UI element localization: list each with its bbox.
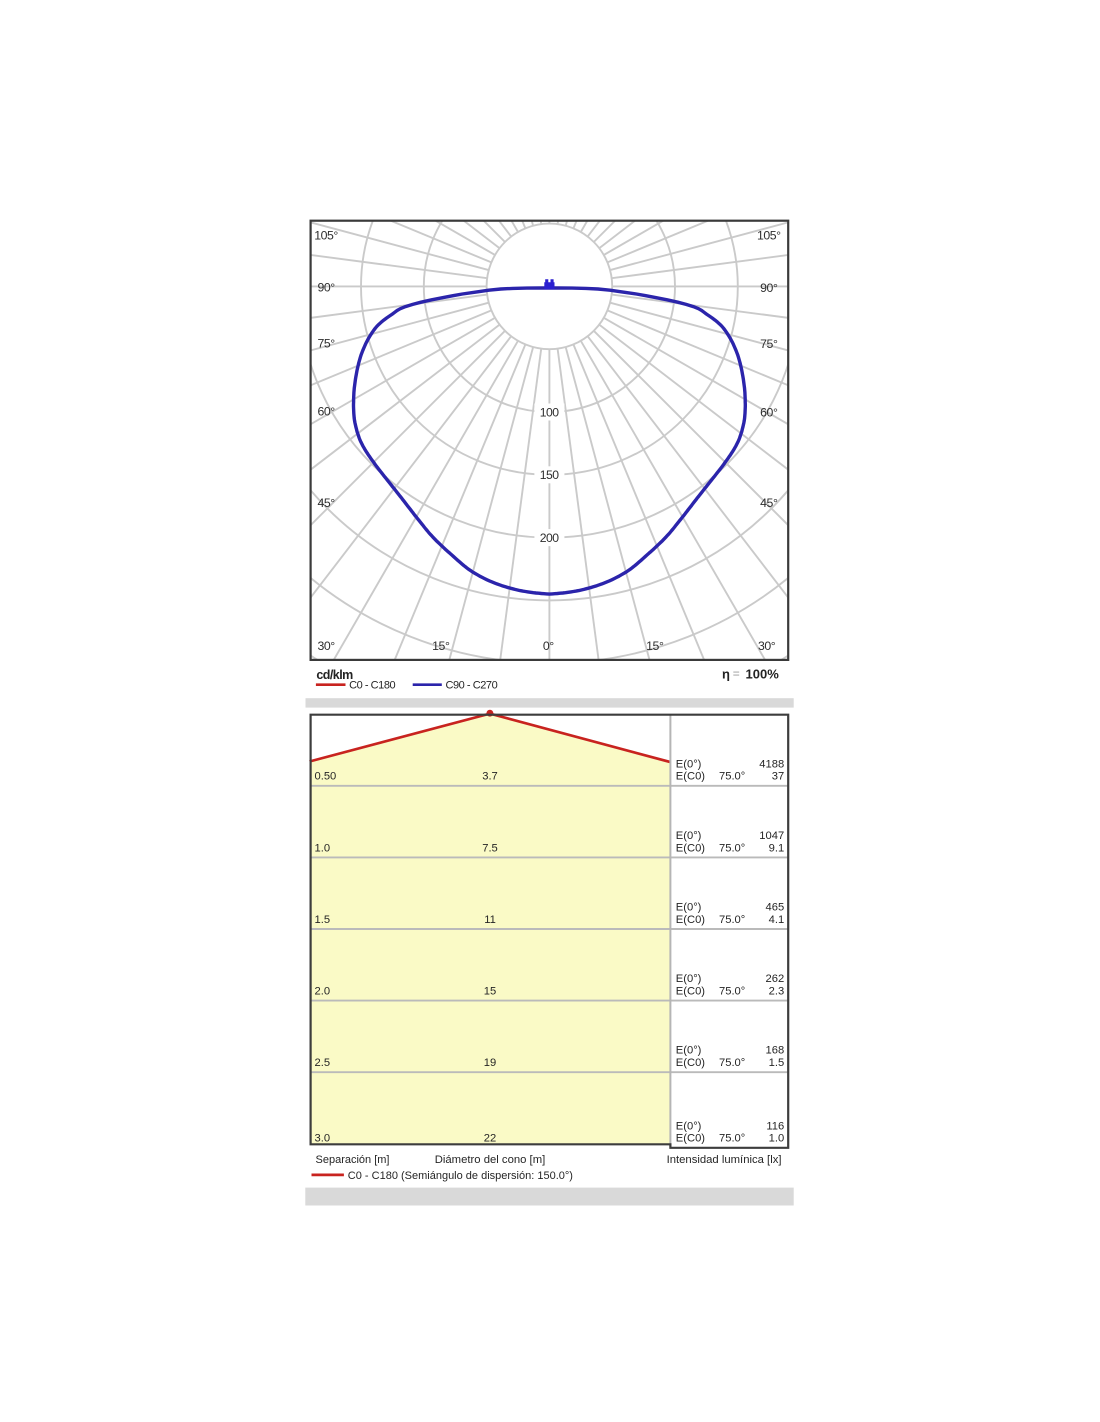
svg-text:45°: 45° — [760, 496, 778, 510]
svg-text:100%: 100% — [746, 666, 780, 681]
svg-text:C0 - C180 (Semiángulo de dispe: C0 - C180 (Semiángulo de dispersión: 150… — [348, 1170, 573, 1182]
svg-text:168: 168 — [766, 1045, 785, 1057]
svg-text:22: 22 — [484, 1133, 496, 1145]
svg-text:3.7: 3.7 — [482, 771, 498, 783]
svg-text:1047: 1047 — [759, 830, 784, 842]
svg-text:75.0°: 75.0° — [719, 1057, 745, 1069]
svg-text:90°: 90° — [317, 281, 335, 295]
svg-text:E(C0): E(C0) — [676, 1057, 705, 1069]
svg-text:100: 100 — [540, 405, 559, 419]
svg-text:E(0°): E(0°) — [676, 1120, 702, 1132]
svg-text:75.0°: 75.0° — [719, 771, 745, 783]
svg-text:E(C0): E(C0) — [676, 842, 705, 854]
svg-text:105°: 105° — [314, 228, 338, 242]
svg-text:E(C0): E(C0) — [676, 986, 705, 998]
svg-text:η: η — [722, 666, 730, 681]
svg-text:11: 11 — [484, 914, 496, 926]
svg-text:=: = — [733, 667, 740, 681]
svg-text:15°: 15° — [646, 639, 664, 653]
svg-text:75°: 75° — [317, 336, 335, 350]
svg-text:E(C0): E(C0) — [676, 771, 705, 783]
svg-text:4188: 4188 — [759, 758, 784, 770]
svg-text:37: 37 — [772, 771, 784, 783]
svg-text:150: 150 — [540, 468, 559, 482]
svg-text:E(C0): E(C0) — [676, 914, 705, 926]
svg-text:Diámetro del cono [m]: Diámetro del cono [m] — [435, 1154, 546, 1166]
svg-text:15°: 15° — [432, 639, 450, 653]
svg-text:E(0°): E(0°) — [676, 902, 702, 914]
svg-text:75.0°: 75.0° — [719, 842, 745, 854]
svg-text:Separación [m]: Separación [m] — [316, 1154, 390, 1166]
svg-text:C0 - C180: C0 - C180 — [349, 680, 395, 692]
svg-text:75°: 75° — [760, 337, 778, 351]
svg-text:465: 465 — [766, 902, 785, 914]
svg-text:2.3: 2.3 — [769, 986, 785, 998]
svg-text:E(C0): E(C0) — [676, 1133, 705, 1145]
svg-text:E(0°): E(0°) — [676, 1045, 702, 1057]
svg-text:2.5: 2.5 — [315, 1057, 331, 1069]
svg-text:E(0°): E(0°) — [676, 973, 702, 985]
svg-text:60°: 60° — [317, 405, 335, 419]
svg-text:90°: 90° — [760, 281, 778, 295]
svg-text:E(0°): E(0°) — [676, 758, 702, 770]
svg-text:3.0: 3.0 — [315, 1133, 331, 1145]
svg-text:E(0°): E(0°) — [676, 830, 702, 842]
svg-text:9.1: 9.1 — [769, 842, 785, 854]
svg-text:75.0°: 75.0° — [719, 986, 745, 998]
svg-text:75.0°: 75.0° — [719, 1133, 745, 1145]
svg-text:60°: 60° — [760, 405, 778, 419]
svg-text:30°: 30° — [758, 639, 776, 653]
svg-text:30°: 30° — [317, 639, 335, 653]
svg-text:15: 15 — [484, 986, 496, 998]
svg-text:1.0: 1.0 — [769, 1133, 785, 1145]
svg-text:45°: 45° — [317, 496, 335, 510]
svg-text:1.0: 1.0 — [315, 842, 331, 854]
svg-text:0.50: 0.50 — [315, 771, 337, 783]
svg-text:200: 200 — [540, 531, 559, 545]
svg-text:19: 19 — [484, 1057, 496, 1069]
svg-text:Intensidad lumínica [lx]: Intensidad lumínica [lx] — [667, 1154, 782, 1166]
svg-text:116: 116 — [766, 1120, 784, 1132]
svg-text:4.1: 4.1 — [769, 914, 785, 926]
svg-text:0°: 0° — [543, 639, 554, 653]
svg-text:1.5: 1.5 — [315, 914, 331, 926]
svg-text:2.0: 2.0 — [315, 986, 331, 998]
svg-text:75.0°: 75.0° — [719, 914, 745, 926]
svg-text:C90 - C270: C90 - C270 — [446, 680, 498, 692]
svg-text:cd/klm: cd/klm — [316, 668, 353, 682]
svg-text:7.5: 7.5 — [482, 842, 498, 854]
svg-text:1.5: 1.5 — [769, 1057, 785, 1069]
svg-text:105°: 105° — [757, 229, 781, 243]
svg-text:262: 262 — [766, 973, 785, 985]
